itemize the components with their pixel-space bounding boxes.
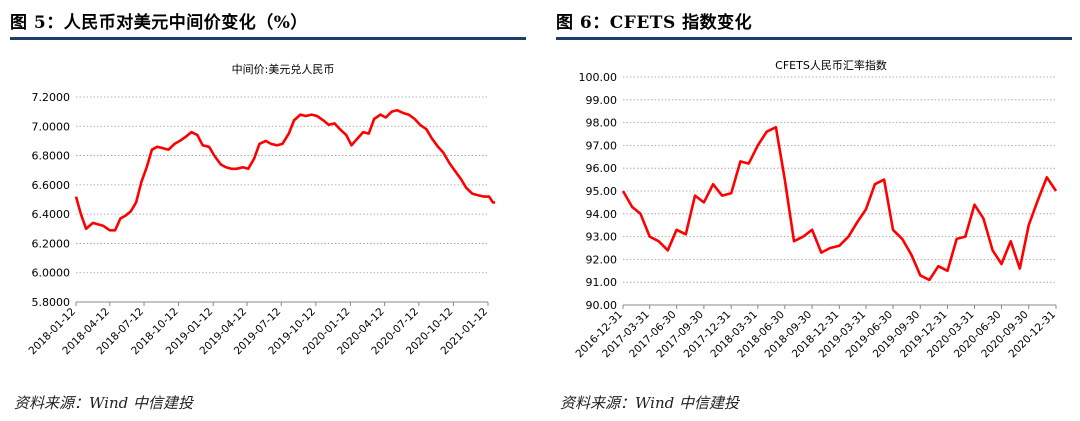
figure-5-panel: 图 5：人民币对美元中间价变化（%） 中间价:美元兑人民币 5.8000 6.00… xyxy=(10,0,540,421)
cfets-index-chart: CFETS人民币汇率指数 90.00 91.00 92.00 93.00 94.00 95… xyxy=(573,58,1058,360)
figure-6-title: 图 6：CFETS 指数变化 xyxy=(556,13,753,33)
figure-5-source: 资料来源：Wind 中信建投 xyxy=(14,394,193,412)
y-tick-label: 6.8000 xyxy=(32,150,71,163)
y-tick-label: 98.00 xyxy=(586,117,618,130)
figure-5-title-rule xyxy=(10,37,526,40)
y-tick-label: 95.00 xyxy=(586,185,618,198)
figure-6-title-rule xyxy=(556,37,1072,40)
y-tick-label: 5.8000 xyxy=(32,296,71,309)
y-tick-label: 6.0000 xyxy=(32,267,71,280)
y-tick-label: 100.00 xyxy=(579,71,618,84)
y-tick-label: 92.00 xyxy=(586,253,618,266)
figure-6-panel: 图 6：CFETS 指数变化 CFETS人民币汇率指数 90.00 91.00 92… xyxy=(556,0,1072,421)
usdcny-midpoint-chart: 中间价:美元兑人民币 5.8000 6.0000 6.2000 6.4000 6.600… xyxy=(26,62,496,357)
y-tick-label: 94.00 xyxy=(586,208,618,221)
y-tick-label: 99.00 xyxy=(586,94,618,107)
y-tick-label: 91.00 xyxy=(586,276,618,289)
chart-title: 中间价:美元兑人民币 xyxy=(232,62,335,76)
y-tick-label: 6.6000 xyxy=(32,179,71,192)
y-tick-label: 96.00 xyxy=(586,162,618,175)
y-tick-label: 6.2000 xyxy=(32,237,71,250)
figure-5-title: 图 5：人民币对美元中间价变化（%） xyxy=(10,13,308,33)
figure-6-source: 资料来源：Wind 中信建投 xyxy=(560,394,739,412)
y-tick-label: 7.0000 xyxy=(32,120,71,133)
y-tick-label: 93.00 xyxy=(586,231,618,244)
y-tick-label: 97.00 xyxy=(586,139,618,152)
series-line xyxy=(621,125,1058,282)
y-tick-label: 6.4000 xyxy=(32,208,71,221)
y-tick-label: 7.2000 xyxy=(32,91,71,104)
chart-title: CFETS人民币汇率指数 xyxy=(775,58,887,72)
series-line xyxy=(74,108,496,232)
y-tick-label: 90.00 xyxy=(586,299,618,312)
